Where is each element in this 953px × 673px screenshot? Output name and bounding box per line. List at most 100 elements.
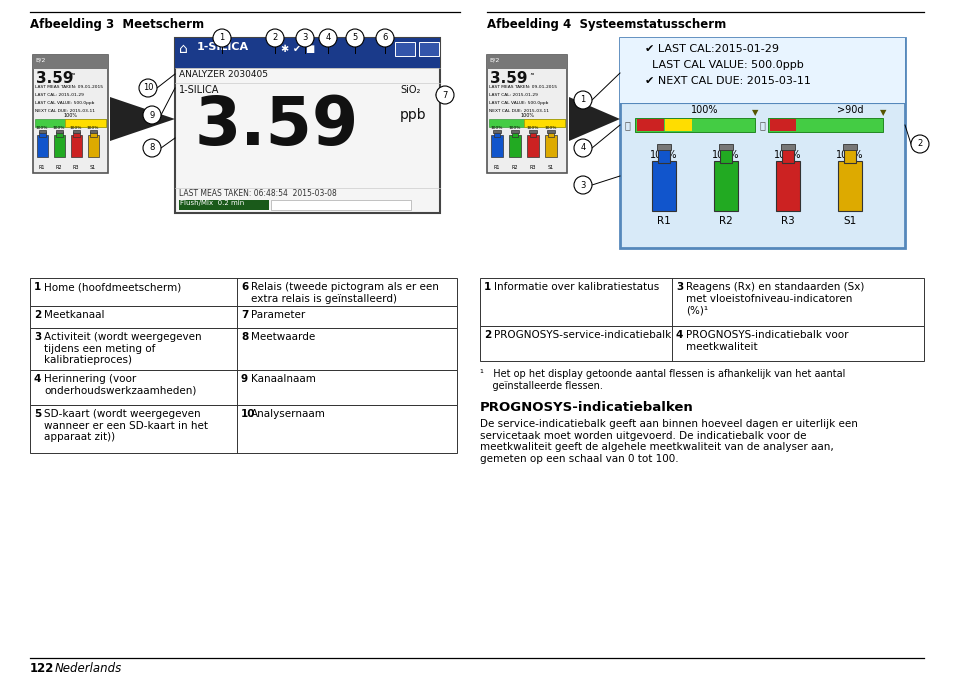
Text: S1: S1: [90, 165, 96, 170]
Circle shape: [143, 139, 161, 157]
Bar: [30, 370, 456, 405]
Text: ANALYZER 2030405: ANALYZER 2030405: [179, 70, 268, 79]
Text: PROGNOSYS-indicatiebalken: PROGNOSYS-indicatiebalken: [479, 401, 693, 414]
Bar: [39, 130, 46, 133]
Text: ¹   Het op het display getoonde aantal flessen is afhankelijk van het aantal
   : ¹ Het op het display getoonde aantal fle…: [479, 369, 844, 390]
Bar: [493, 130, 500, 133]
Bar: [619, 38, 904, 248]
Text: R3: R3: [529, 165, 536, 170]
Text: NEXT CAL DUE: 2015-03-11: NEXT CAL DUE: 2015-03-11: [35, 109, 95, 113]
Circle shape: [574, 91, 592, 109]
Bar: [30, 405, 456, 453]
Text: R1: R1: [657, 216, 670, 226]
Bar: [30, 278, 456, 306]
Bar: [494, 132, 499, 137]
Bar: [30, 328, 456, 370]
Text: 1: 1: [34, 282, 41, 292]
Text: De service-indicatiebalk geeft aan binnen hoeveel dagen er uiterlijk een
service: De service-indicatiebalk geeft aan binne…: [479, 419, 857, 464]
Text: 5: 5: [34, 409, 41, 419]
Text: ✱: ✱: [280, 44, 288, 54]
Text: SiO₂: SiO₂: [399, 85, 420, 95]
Bar: [657, 144, 670, 150]
Text: B/2: B/2: [489, 57, 498, 62]
Bar: [530, 132, 536, 137]
Text: 1: 1: [483, 282, 491, 292]
Circle shape: [295, 29, 314, 47]
Bar: [489, 119, 564, 127]
Bar: [90, 132, 97, 137]
Text: Afbeelding 3  Meetscherm: Afbeelding 3 Meetscherm: [30, 18, 204, 31]
Text: R3: R3: [781, 216, 794, 226]
Text: 2: 2: [483, 330, 491, 340]
Text: 9: 9: [150, 110, 154, 120]
Bar: [179, 200, 269, 210]
Bar: [33, 55, 108, 69]
Text: Meetwaarde: Meetwaarde: [251, 332, 314, 342]
Bar: [546, 130, 555, 133]
Bar: [90, 130, 97, 133]
Bar: [174, 38, 439, 68]
Text: 7: 7: [442, 90, 447, 100]
Bar: [769, 119, 795, 131]
Text: 8: 8: [150, 143, 154, 153]
Text: 3: 3: [34, 332, 41, 342]
Bar: [635, 118, 754, 132]
Text: 4: 4: [325, 34, 331, 42]
Bar: [796, 119, 822, 131]
Text: 3.59: 3.59: [194, 93, 359, 159]
Text: SD-kaart (wordt weergegeven
wanneer er een SD-kaart in het
apparaat zit)): SD-kaart (wordt weergegeven wanneer er e…: [44, 409, 208, 442]
Text: 7: 7: [241, 310, 248, 320]
Text: 100%: 100%: [712, 150, 739, 160]
Text: 100%: 100%: [508, 126, 520, 130]
Bar: [88, 135, 99, 157]
Bar: [713, 161, 738, 211]
Text: 100%: 100%: [87, 126, 99, 130]
Bar: [637, 119, 663, 131]
Bar: [526, 135, 538, 157]
Bar: [65, 119, 106, 127]
Text: LAST CAL: 2015-01-29: LAST CAL: 2015-01-29: [489, 93, 537, 97]
Text: 10: 10: [143, 83, 153, 92]
Text: 9: 9: [241, 374, 248, 384]
Bar: [720, 119, 747, 131]
Bar: [842, 144, 856, 150]
Bar: [30, 306, 456, 328]
Text: R2: R2: [55, 165, 62, 170]
Text: 100%: 100%: [490, 126, 502, 130]
Circle shape: [139, 79, 157, 97]
Text: LAST CAL VALUE: 500.0ppb: LAST CAL VALUE: 500.0ppb: [644, 60, 803, 70]
Bar: [39, 132, 46, 137]
Text: Activiteit (wordt weergegeven
tijdens een meting of
kalibratieproces): Activiteit (wordt weergegeven tijdens ee…: [44, 332, 201, 365]
Circle shape: [910, 135, 928, 153]
Bar: [54, 135, 65, 157]
Text: 100%: 100%: [526, 126, 538, 130]
Bar: [512, 132, 517, 137]
Bar: [491, 135, 502, 157]
Bar: [486, 55, 566, 69]
Text: R1: R1: [39, 165, 45, 170]
Text: SET
CAL: SET CAL: [396, 43, 406, 54]
Bar: [33, 55, 108, 173]
Circle shape: [213, 29, 231, 47]
Text: ppb: ppb: [399, 108, 426, 122]
Bar: [547, 132, 554, 137]
Text: PROGNOSYS-service-indicatiebalk: PROGNOSYS-service-indicatiebalk: [494, 330, 671, 340]
Circle shape: [346, 29, 364, 47]
Text: R2: R2: [511, 165, 517, 170]
Text: 1: 1: [579, 96, 585, 104]
Text: ✔ LAST CAL:2015-01-29: ✔ LAST CAL:2015-01-29: [644, 44, 779, 54]
Bar: [174, 38, 439, 213]
Text: LAST MEAS TAKEN: 09-01-2015: LAST MEAS TAKEN: 09-01-2015: [35, 85, 103, 89]
Bar: [418, 42, 438, 56]
Circle shape: [318, 29, 336, 47]
Bar: [651, 161, 676, 211]
Polygon shape: [110, 97, 174, 141]
Bar: [73, 130, 80, 133]
Text: ⌂: ⌂: [179, 42, 188, 56]
Text: 6: 6: [241, 282, 248, 292]
Bar: [692, 119, 720, 131]
Bar: [509, 135, 520, 157]
Text: Relais (tweede pictogram als er een
extra relais is geïnstalleerd): Relais (tweede pictogram als er een extr…: [251, 282, 438, 304]
Text: Informatie over kalibratiestatus: Informatie over kalibratiestatus: [494, 282, 659, 292]
Text: ▼: ▼: [751, 108, 758, 117]
